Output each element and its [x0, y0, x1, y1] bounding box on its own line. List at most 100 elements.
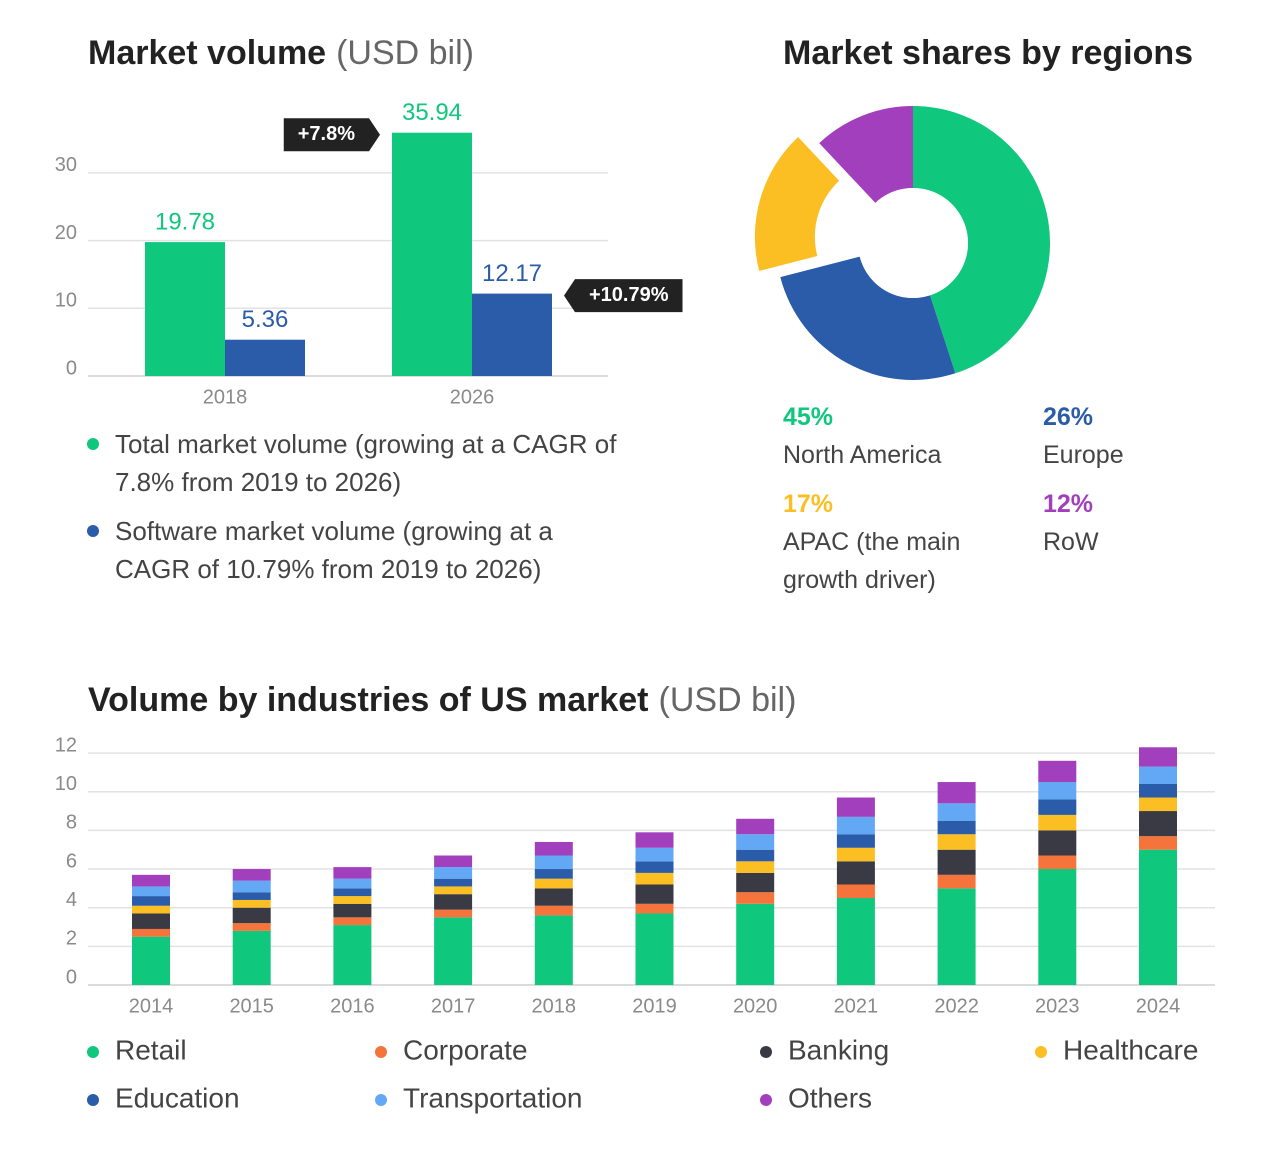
bar-segment [1139, 811, 1177, 837]
x-tick-label: 2017 [431, 995, 476, 1017]
bar-segment [635, 913, 674, 985]
legend-label: Total market volume (growing at a CAGR o… [115, 429, 617, 497]
bar-segment [937, 888, 976, 985]
y-tick-label: 4 [66, 889, 77, 911]
bar-segment [937, 820, 976, 835]
bar [472, 293, 552, 376]
bar-segment [836, 898, 875, 985]
bar-segment [333, 917, 372, 926]
value-label: 35.94 [402, 99, 462, 126]
legend-label: APAC (the main growth driver) [783, 528, 961, 594]
bar-segment [534, 888, 573, 906]
x-tick-label: 2020 [733, 995, 778, 1017]
annotation: +7.8% [298, 123, 355, 145]
bar-segment [1139, 747, 1177, 767]
bar-segment [534, 878, 573, 889]
y-tick-label: 20 [55, 222, 77, 244]
bar-segment [937, 782, 976, 804]
bar-segment [1139, 783, 1177, 798]
bar-segment [836, 834, 875, 848]
bar-segment [534, 915, 573, 985]
bar-segment [937, 803, 976, 821]
y-tick-label: 0 [66, 966, 77, 988]
x-tick-label: 2018 [532, 995, 577, 1017]
bar-segment [1038, 830, 1077, 856]
bar-segment [232, 892, 271, 900]
bar-segment [1038, 855, 1077, 870]
bar-segment [434, 917, 473, 985]
legend-label: Banking [788, 1034, 889, 1065]
legend-marker [375, 1094, 387, 1106]
bar-segment [333, 878, 372, 889]
bar-segment [1139, 849, 1177, 985]
bar-segment [937, 874, 976, 889]
bar-segment [1139, 797, 1177, 812]
bar-segment [132, 913, 170, 929]
y-tick-label: 12 [55, 734, 77, 756]
bar-segment [534, 869, 573, 879]
bar-segment [132, 874, 170, 887]
x-tick-label: 2022 [934, 995, 979, 1017]
bar-segment [937, 849, 976, 875]
bar-segment [635, 832, 674, 848]
bar-segment [1139, 766, 1177, 784]
bar-segment [534, 905, 573, 916]
bar-segment [635, 847, 674, 862]
bar-segment [132, 936, 170, 985]
x-tick-label: 2016 [330, 995, 375, 1017]
bar-segment [232, 899, 271, 908]
x-tick-label: 2015 [229, 995, 274, 1017]
legend-value: 17% [783, 490, 834, 518]
bar-segment [232, 869, 271, 881]
bar-segment [434, 894, 473, 910]
value-label: 19.78 [155, 208, 215, 235]
x-tick-label: 2014 [129, 995, 174, 1017]
bar-segment [132, 896, 170, 906]
legend-marker [87, 1046, 99, 1058]
bar-segment [635, 903, 674, 914]
bar-segment [736, 834, 775, 850]
bar-segment [132, 905, 170, 914]
x-tick-label: 2023 [1035, 995, 1080, 1017]
donut-hole [858, 188, 968, 298]
bar-segment [736, 892, 775, 904]
legend-label: Healthcare [1063, 1034, 1198, 1065]
y-tick-label: 30 [55, 154, 77, 176]
legend-label: Europe [1043, 441, 1124, 469]
bar-segment [232, 907, 271, 924]
bar-segment [333, 896, 372, 904]
bar-segment [937, 834, 976, 850]
x-tick-label: 2026 [450, 386, 495, 408]
bar-segment [836, 847, 875, 862]
legend-marker [760, 1094, 772, 1106]
legend-marker [1035, 1046, 1047, 1058]
title-unit: (USD bil) [659, 681, 797, 719]
legend-label: Corporate [403, 1034, 528, 1065]
bar-segment [232, 880, 271, 893]
x-tick-label: 2024 [1136, 995, 1181, 1017]
pie-slice [819, 106, 913, 203]
bar-segment [836, 797, 875, 817]
legend-marker [375, 1046, 387, 1058]
bar-segment [635, 884, 674, 904]
y-tick-label: 0 [66, 357, 77, 379]
callout: +10.79% [564, 279, 683, 313]
callout-box [564, 279, 683, 313]
legend-value: 45% [783, 403, 834, 431]
legend-label: Transportation [403, 1082, 583, 1113]
legend-label: RoW [1043, 528, 1099, 556]
bar-segment [333, 903, 372, 918]
pie-slice [754, 136, 840, 271]
legend-value: 12% [1043, 490, 1094, 518]
bar-segment [132, 886, 170, 897]
bar-segment [534, 855, 573, 870]
bar-segment [836, 816, 875, 835]
bar-segment [434, 886, 473, 895]
bar-segment [434, 878, 473, 887]
bar-segment [434, 909, 473, 918]
chart-title: Market volume (USD bil) [88, 34, 474, 72]
bar-segment [434, 855, 473, 868]
legend-label: Software market volume (growing at a CAG… [115, 516, 553, 584]
